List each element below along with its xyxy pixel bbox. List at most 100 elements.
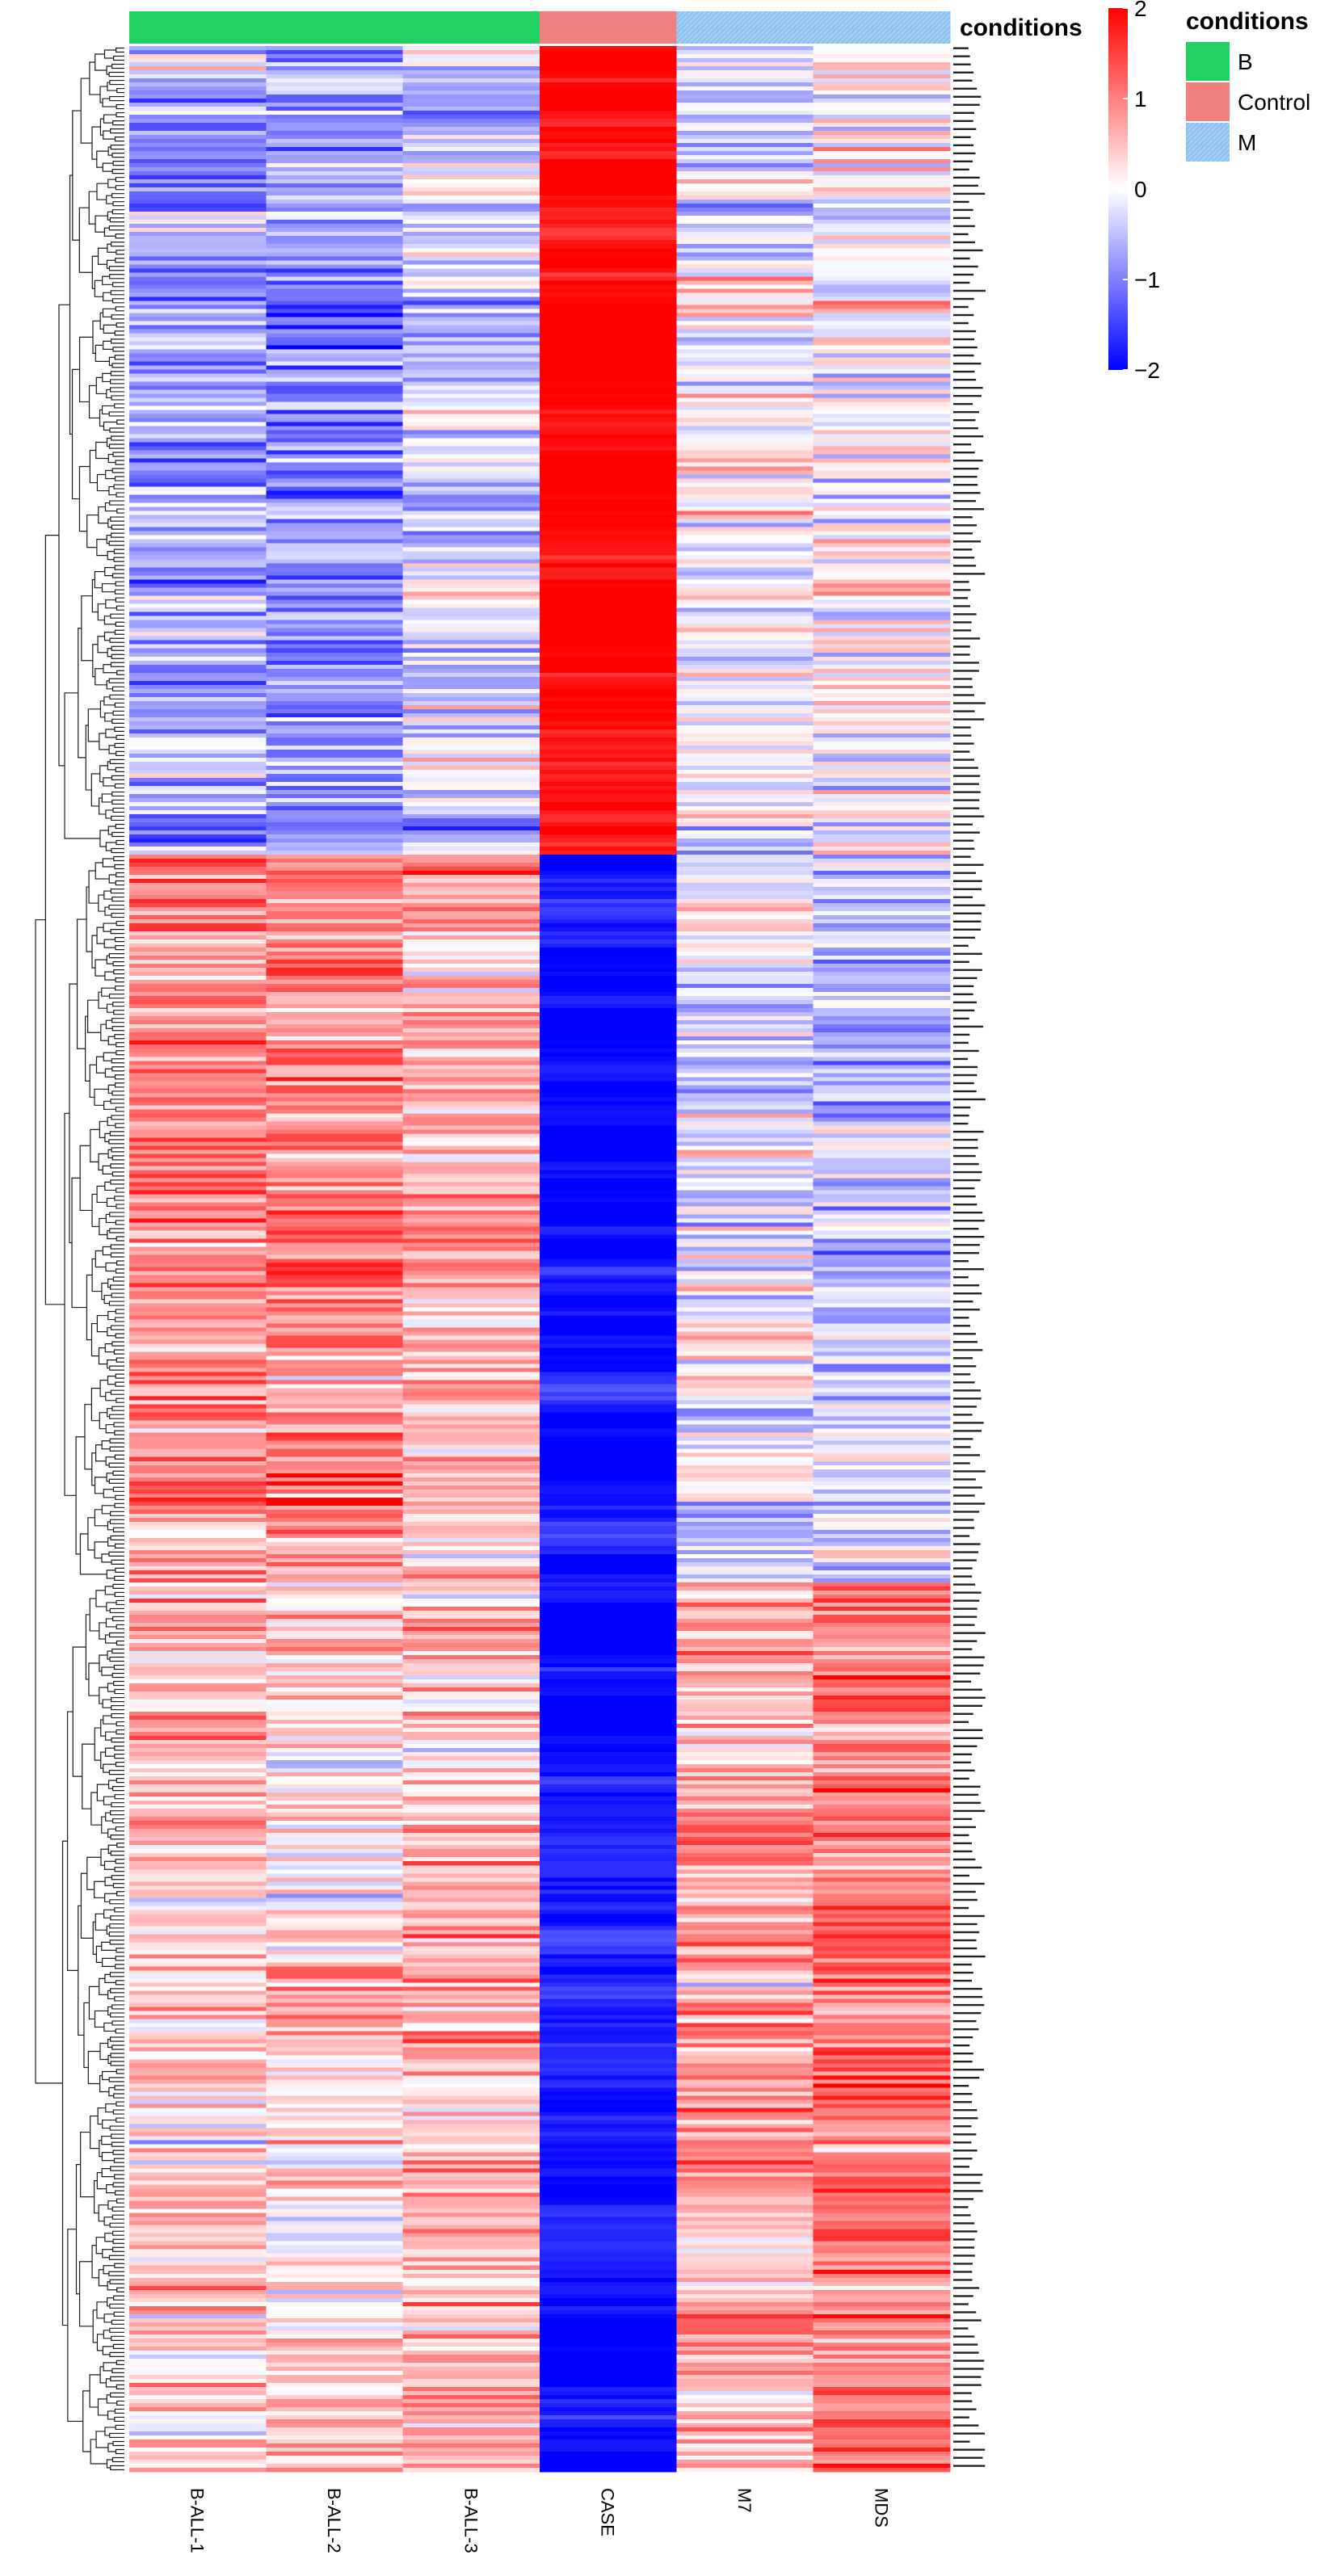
heatmap-cell bbox=[813, 1658, 951, 1664]
dendrogram-branch bbox=[114, 355, 124, 360]
dendrogram-branch bbox=[95, 1444, 107, 1462]
heatmap-cell bbox=[266, 2439, 404, 2444]
heatmap-cell bbox=[402, 1154, 540, 1158]
heatmap-cell bbox=[129, 2213, 267, 2218]
heatmap-cell bbox=[813, 1004, 951, 1009]
heatmap-cell bbox=[129, 50, 267, 55]
heatmap-cell bbox=[676, 1359, 814, 1365]
heatmap-cell bbox=[402, 1687, 540, 1692]
heatmap-cell bbox=[813, 1283, 951, 1288]
dendrogram-branch bbox=[115, 1762, 124, 1767]
heatmap-cell bbox=[266, 1254, 404, 1260]
heatmap-cell bbox=[676, 1663, 814, 1668]
row-label-mark bbox=[953, 1599, 980, 1602]
heatmap-cell bbox=[540, 859, 677, 864]
heatmap-cell bbox=[540, 603, 677, 609]
dendrogram-branch bbox=[107, 1359, 117, 1369]
heatmap-cell bbox=[813, 2035, 951, 2040]
heatmap-cell bbox=[129, 785, 267, 791]
dendrogram-branch bbox=[107, 82, 117, 91]
heatmap-cell bbox=[266, 2128, 404, 2133]
dendrogram-branch bbox=[109, 387, 124, 393]
heatmap-cell bbox=[540, 2459, 677, 2465]
heatmap-cell bbox=[676, 741, 814, 746]
heatmap-cell bbox=[266, 1000, 404, 1005]
heatmap-cell bbox=[540, 1752, 677, 1757]
heatmap-cell bbox=[129, 867, 267, 872]
heatmap-cell bbox=[402, 527, 540, 532]
heatmap-cell bbox=[402, 2059, 540, 2065]
row-label-mark bbox=[953, 120, 973, 122]
dendrogram-branch bbox=[81, 595, 93, 662]
heatmap-cell bbox=[402, 232, 540, 237]
dendrogram-branch bbox=[91, 579, 99, 613]
heatmap-cell bbox=[129, 2406, 267, 2412]
heatmap-cell bbox=[676, 1242, 814, 1248]
heatmap-cell bbox=[266, 2326, 404, 2331]
row-label-mark bbox=[953, 160, 973, 163]
heatmap-cell bbox=[540, 1477, 677, 1482]
dendrogram-branch bbox=[98, 1347, 107, 1365]
column-label-MDS: MDS bbox=[871, 2488, 891, 2528]
heatmap-cell bbox=[129, 2443, 267, 2448]
heatmap-cell bbox=[266, 1809, 404, 1813]
dendrogram-branch bbox=[104, 906, 112, 916]
heatmap-cell bbox=[402, 167, 540, 172]
heatmap-cell bbox=[129, 2313, 267, 2319]
heatmap-cell bbox=[402, 1238, 540, 1244]
heatmap-cell bbox=[676, 1744, 814, 1749]
heatmap-cell bbox=[813, 2309, 951, 2315]
heatmap-cell bbox=[266, 515, 404, 520]
heatmap-cell bbox=[813, 1545, 951, 1551]
row-label-mark bbox=[953, 1745, 978, 1748]
heatmap-cell bbox=[676, 1436, 814, 1442]
heatmap-cell bbox=[129, 1004, 267, 1009]
heatmap-cell bbox=[813, 305, 951, 309]
dendrogram-branch bbox=[110, 1389, 124, 1395]
heatmap-cell bbox=[266, 1728, 404, 1733]
dendrogram-branch bbox=[95, 344, 110, 362]
heatmap-cell bbox=[129, 1764, 267, 1769]
row-label-mark bbox=[953, 2303, 969, 2305]
row-label-mark bbox=[953, 1260, 969, 1263]
heatmap-cell bbox=[266, 781, 404, 787]
heatmap-cell bbox=[129, 805, 267, 811]
heatmap-cell bbox=[266, 478, 404, 484]
heatmap-cell bbox=[402, 531, 540, 536]
heatmap-cell bbox=[676, 1226, 814, 1232]
heatmap-cell bbox=[676, 2423, 814, 2428]
heatmap-cell bbox=[129, 2386, 267, 2392]
heatmap-cell bbox=[676, 907, 814, 912]
dendrogram-branch bbox=[109, 1972, 124, 1977]
heatmap-cell bbox=[402, 381, 540, 387]
heatmap-cell bbox=[266, 171, 404, 176]
heatmap-cell bbox=[402, 1667, 540, 1672]
heatmap-cell bbox=[266, 1420, 404, 1426]
heatmap-cell bbox=[676, 300, 814, 305]
heatmap-cell bbox=[266, 1040, 404, 1045]
heatmap-cell bbox=[402, 1833, 540, 1838]
dendrogram-branch bbox=[114, 1688, 124, 1695]
heatmap-cell bbox=[813, 1642, 951, 1648]
row-label-mark bbox=[953, 1850, 973, 1853]
heatmap-cell bbox=[266, 2079, 404, 2085]
heatmap-cell bbox=[540, 1982, 677, 1987]
heatmap-cell bbox=[813, 1885, 951, 1890]
heatmap-cell bbox=[266, 490, 404, 496]
heatmap-cell bbox=[813, 208, 951, 212]
heatmap-cell bbox=[676, 2075, 814, 2081]
heatmap-cell bbox=[402, 2087, 540, 2093]
heatmap-cell bbox=[813, 1024, 951, 1029]
heatmap-cell bbox=[676, 1372, 814, 1377]
heatmap-cell bbox=[402, 1113, 540, 1118]
heatmap-cell bbox=[402, 2414, 540, 2420]
heatmap-cell bbox=[266, 1469, 404, 1474]
heatmap-cell bbox=[540, 571, 677, 577]
heatmap-cell bbox=[129, 159, 267, 164]
heatmap-cell bbox=[676, 2370, 814, 2376]
dendrogram-branch bbox=[95, 668, 107, 686]
heatmap-cell bbox=[540, 1683, 677, 1688]
heatmap-cell bbox=[266, 2253, 404, 2259]
dendrogram-branch bbox=[96, 1314, 108, 1333]
heatmap-cell bbox=[813, 648, 951, 653]
